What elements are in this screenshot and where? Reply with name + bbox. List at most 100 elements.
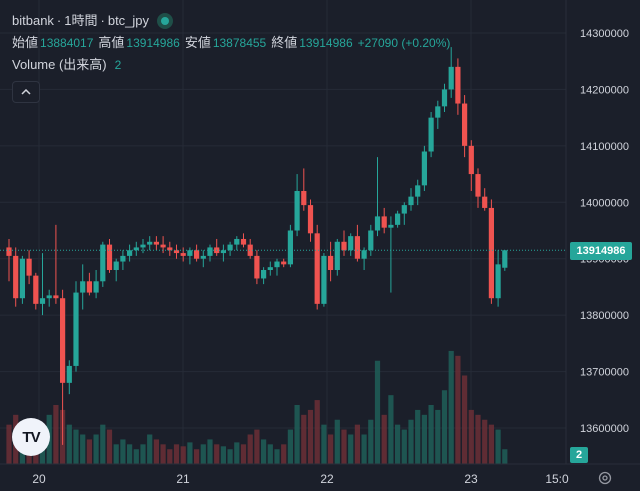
volume-bar — [488, 424, 494, 464]
gear-icon[interactable] — [597, 470, 613, 486]
price-tick-label: 14000000 — [580, 197, 629, 209]
volume-bar — [368, 419, 374, 464]
volume-bar — [254, 429, 260, 464]
volume-bar — [160, 444, 166, 464]
candle-body — [113, 261, 119, 270]
volume-bar — [80, 434, 86, 464]
candle-body — [314, 233, 320, 304]
current-price-tag: 13914986 — [570, 242, 632, 260]
candle-body — [441, 89, 448, 107]
volume-bar — [100, 424, 106, 464]
candle-body — [401, 205, 407, 214]
time-tick-label: 22 — [320, 472, 334, 486]
volume-bar — [307, 409, 314, 464]
candle-body — [140, 244, 146, 248]
candle-body — [341, 241, 347, 251]
symbol-name[interactable]: btc_jpy — [107, 13, 150, 28]
candle-body — [187, 250, 193, 256]
separator: · — [100, 13, 105, 28]
candle-body — [180, 253, 186, 256]
volume-bar — [234, 442, 240, 464]
volume-bar — [147, 434, 153, 464]
candle-body — [261, 270, 267, 279]
candle-body — [60, 298, 66, 383]
candle-body — [147, 241, 153, 245]
candle-body — [227, 244, 233, 251]
volume-bar — [388, 395, 394, 464]
candle-body — [26, 258, 32, 276]
volume-bar — [207, 439, 213, 464]
candle-body — [301, 191, 307, 206]
volume-bar — [93, 434, 99, 464]
candle-body — [321, 255, 327, 304]
volume-bar — [415, 409, 421, 464]
candle-body — [254, 255, 260, 279]
volume-bar — [200, 444, 206, 464]
candle-body — [287, 230, 293, 265]
candle-body — [13, 255, 19, 299]
volume-bar — [462, 375, 468, 464]
chevron-up-icon — [21, 89, 31, 95]
price-tick-label: 13700000 — [580, 367, 629, 379]
low-label: 安値 — [184, 35, 211, 50]
volume-bar — [167, 449, 173, 464]
candle-body — [448, 66, 454, 90]
candle-body — [53, 295, 59, 299]
volume-row: Volume (出来高) 2 — [12, 54, 455, 76]
time-tick-label: 15:0 — [545, 472, 569, 486]
volume-bar — [194, 449, 200, 464]
candle-body — [482, 196, 488, 208]
candle-body — [153, 241, 159, 245]
price-tick-label: 13800000 — [580, 310, 629, 322]
volume-bar — [86, 439, 92, 464]
candle-body — [200, 255, 206, 259]
volume-bar — [421, 414, 427, 464]
exchange-name: bitbank — [12, 13, 54, 28]
volume-bar — [348, 434, 354, 464]
price-tick-label: 13600000 — [580, 423, 629, 435]
candle-body — [127, 250, 133, 256]
candle-body — [388, 224, 394, 228]
volume-bar — [301, 414, 307, 464]
volume-bar — [180, 446, 186, 464]
candle-body — [274, 261, 280, 268]
candle-body — [39, 298, 46, 304]
candle-body — [46, 295, 52, 299]
collapse-legend-button[interactable] — [12, 81, 40, 103]
volume-bar — [6, 424, 12, 464]
close-value: 13914986 — [299, 36, 353, 50]
volume-bar — [267, 444, 273, 464]
candle-body — [247, 244, 253, 256]
volume-bar — [441, 390, 448, 464]
candle-body — [133, 247, 139, 251]
candle-body — [408, 196, 414, 206]
volume-bar — [53, 405, 59, 464]
tradingview-logo[interactable]: TV — [12, 418, 50, 456]
candle-body — [381, 216, 387, 228]
candle-body — [167, 247, 173, 251]
volume-bar — [140, 444, 146, 464]
candle-body — [348, 236, 354, 251]
volume-bar — [341, 429, 347, 464]
candle-body — [80, 281, 86, 293]
high-label: 高値 — [98, 35, 125, 50]
time-tick-label: 23 — [464, 472, 478, 486]
candle-body — [488, 207, 494, 299]
candle-body — [495, 264, 501, 299]
timeframe[interactable]: 1時間 — [64, 13, 98, 28]
low-value: 13878455 — [212, 36, 267, 50]
volume-bar — [173, 444, 180, 464]
candle-body — [267, 267, 273, 270]
candle-body — [428, 117, 434, 152]
candle-body — [194, 250, 200, 259]
volume-bar — [227, 449, 233, 464]
candle-body — [86, 281, 92, 293]
candle-body — [240, 238, 247, 245]
volume-bar — [334, 419, 340, 464]
candle-body — [468, 145, 474, 175]
ohlc-row: 始値 13884017 高値 13914986 安値 13878455 終値 1… — [12, 32, 455, 54]
volume-bar — [428, 405, 434, 464]
volume-bar — [66, 424, 72, 464]
candle-body — [361, 250, 367, 259]
candle-body — [66, 365, 72, 383]
